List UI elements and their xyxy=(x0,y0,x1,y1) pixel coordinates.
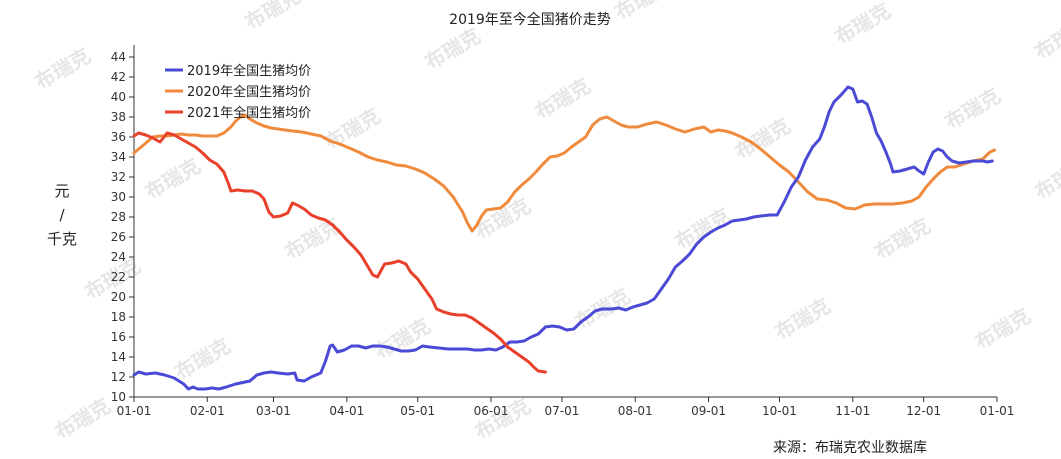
watermark-text: 布瑞克 xyxy=(281,214,345,265)
source-note: 来源：布瑞克农业数据库 xyxy=(773,440,927,456)
x-tick-label: 01-01 xyxy=(117,404,152,418)
watermark-text: 布瑞克 xyxy=(1031,154,1061,205)
y-axis-label-unit-kg: 千克 xyxy=(47,230,77,248)
axes: 10 12 14 16 18 20 22 24 26 28 30 32 34 36 38 40 42 44 01-0… xyxy=(111,45,1015,418)
x-tick-label: 05-01 xyxy=(400,404,435,418)
watermark-text: 布瑞克 xyxy=(51,394,115,445)
y-tick-label: 32 xyxy=(111,170,126,184)
watermark-text: 布瑞克 xyxy=(771,294,835,345)
y-tick-label: 22 xyxy=(111,270,126,284)
series-line-2 xyxy=(132,131,547,374)
x-tick-label: 02-01 xyxy=(190,404,225,418)
x-tick-label: 08-01 xyxy=(618,404,653,418)
legend-label: 2021年全国生猪均价 xyxy=(187,105,311,121)
watermark-text: 布瑞克 xyxy=(31,44,95,95)
watermark-text: 布瑞克 xyxy=(371,314,435,365)
y-tick-label: 34 xyxy=(111,150,126,164)
y-tick-label: 16 xyxy=(111,330,126,344)
watermark-text: 布瑞克 xyxy=(171,334,235,385)
y-axis-label-unit-yuan: 元 xyxy=(54,182,69,200)
watermark-text: 布瑞克 xyxy=(731,114,795,165)
watermark-text: 布瑞克 xyxy=(611,0,675,24)
y-tick-label: 26 xyxy=(111,230,126,244)
x-tick-label: 09-01 xyxy=(691,404,726,418)
x-tick-label: 07-01 xyxy=(545,404,580,418)
watermark-text: 布瑞克 xyxy=(971,304,1035,355)
watermark-text: 布瑞克 xyxy=(321,104,385,155)
series-layer xyxy=(132,85,997,391)
chart-title: 2019年至今全国猪价走势 xyxy=(449,11,611,28)
y-tick-label: 44 xyxy=(111,50,126,64)
watermark-text: 布瑞克 xyxy=(831,0,895,49)
watermark-text: 布瑞克 xyxy=(1031,14,1061,65)
watermark-text: 布瑞克 xyxy=(141,154,205,205)
y-tick-label: 14 xyxy=(111,350,126,364)
x-tick-label: 03-01 xyxy=(256,404,291,418)
series-line-1 xyxy=(132,113,997,233)
x-tick-label: 04-01 xyxy=(329,404,364,418)
watermark-text: 布瑞克 xyxy=(871,214,935,265)
y-tick-label: 18 xyxy=(111,310,126,324)
y-axis-label-slash: / xyxy=(59,206,65,224)
x-tick-label: 01-01 xyxy=(980,404,1015,418)
x-tick-label: 12-01 xyxy=(906,404,941,418)
x-tick-label: 11-01 xyxy=(835,404,870,418)
watermark-text: 布瑞克 xyxy=(471,394,535,445)
y-tick-label: 38 xyxy=(111,110,126,124)
watermark-text: 布瑞克 xyxy=(421,24,485,75)
x-tick-label: 10-01 xyxy=(762,404,797,418)
watermark-layer: 布瑞克布瑞克布瑞克 布瑞克 布瑞克布瑞克布瑞克布瑞克布瑞克布瑞克布瑞克布瑞克 布瑞克布… xyxy=(31,0,1061,444)
y-tick-label: 28 xyxy=(111,210,126,224)
legend-label: 2019年全国生猪均价 xyxy=(187,63,311,79)
legend: 2019年全国生猪均价 2020年全国生猪均价 2021年全国生猪均价 xyxy=(165,63,311,121)
watermark-text: 布瑞克 xyxy=(671,204,735,255)
y-tick-label: 36 xyxy=(111,130,126,144)
y-tick-label: 24 xyxy=(111,250,126,264)
watermark-text: 布瑞克 xyxy=(241,0,305,34)
y-tick-label: 42 xyxy=(111,70,126,84)
y-tick-label: 20 xyxy=(111,290,126,304)
y-axis-label: 元 / 千克 xyxy=(47,182,77,248)
y-tick-label: 12 xyxy=(111,370,126,384)
y-tick-label: 30 xyxy=(111,190,126,204)
watermark-text: 布瑞克 xyxy=(941,84,1005,135)
watermark-text: 布瑞克 xyxy=(531,74,595,125)
x-tick-label: 06-01 xyxy=(474,404,509,418)
series-line-0 xyxy=(132,85,994,391)
y-tick-label: 40 xyxy=(111,90,126,104)
legend-label: 2020年全国生猪均价 xyxy=(187,84,311,100)
y-tick-label: 10 xyxy=(111,390,126,404)
